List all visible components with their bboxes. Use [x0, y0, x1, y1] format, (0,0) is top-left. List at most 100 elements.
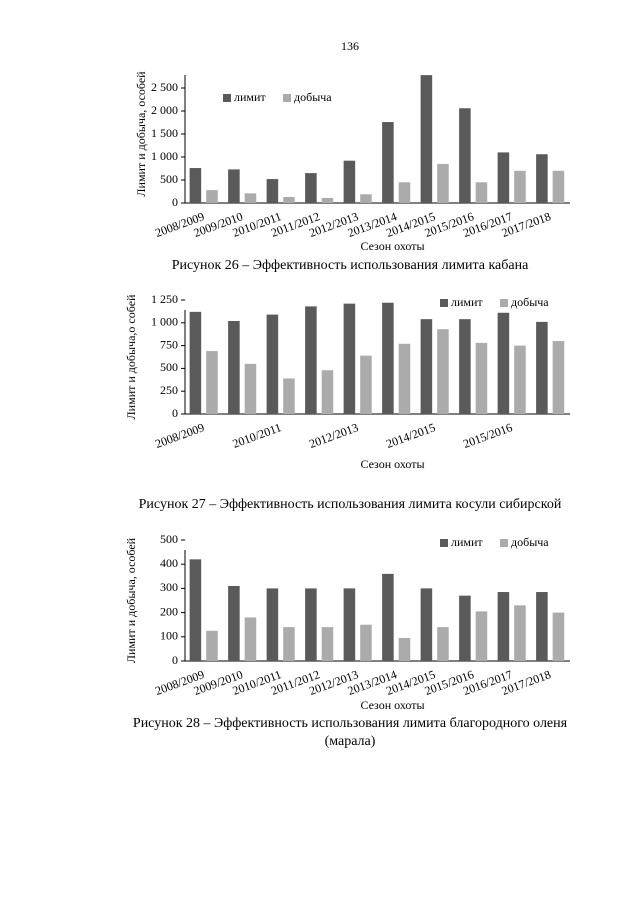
- y-tick-label: 0: [172, 653, 178, 667]
- bar: [283, 197, 295, 203]
- y-tick-label: 300: [160, 580, 178, 594]
- legend-swatch: [500, 539, 508, 547]
- figure-caption: Рисунок 28 – Эффективность использования…: [133, 716, 568, 731]
- y-axis-label: Лимит и добыча, особей: [124, 537, 138, 663]
- bar: [514, 345, 526, 414]
- y-tick-label: 2 500: [151, 80, 178, 94]
- bar: [398, 638, 411, 661]
- figure-caption: Рисунок 27 – Эффективность использования…: [139, 497, 562, 512]
- legend-label: лимит: [234, 90, 266, 104]
- bar: [437, 627, 449, 661]
- legend-swatch: [440, 539, 448, 547]
- bar: [514, 605, 526, 661]
- bar: [244, 193, 257, 203]
- bar: [497, 592, 510, 661]
- bar: [206, 630, 218, 661]
- bar: [228, 320, 240, 414]
- bar: [552, 170, 565, 203]
- legend-label: добыча: [511, 535, 549, 549]
- figure-caption: (марала): [325, 734, 376, 749]
- bar: [266, 314, 279, 414]
- legend-label: добыча: [294, 90, 332, 104]
- bar: [360, 355, 372, 414]
- bar: [459, 319, 471, 414]
- bar: [497, 312, 510, 414]
- y-tick-label: 0: [172, 406, 178, 420]
- y-tick-label: 1 250: [151, 292, 178, 306]
- bar: [305, 173, 317, 203]
- bar: [382, 122, 394, 203]
- bar: [497, 152, 510, 203]
- y-tick-label: 1 000: [151, 315, 178, 329]
- bar: [321, 197, 334, 203]
- bar: [343, 303, 356, 414]
- bar: [244, 363, 257, 414]
- x-tick-label: 2014/2015: [384, 420, 437, 451]
- bar: [360, 194, 372, 203]
- bar: [321, 627, 334, 661]
- y-axis-label: Лимит и добыча,о собей: [124, 294, 138, 419]
- bar: [305, 588, 317, 661]
- y-tick-label: 250: [160, 383, 178, 397]
- x-axis-label: Сезон охоты: [360, 457, 424, 471]
- x-tick-label: 2015/2016: [461, 420, 514, 451]
- bar: [266, 179, 279, 203]
- bar: [360, 624, 372, 661]
- bar: [398, 182, 411, 203]
- bar: [189, 168, 202, 203]
- bar: [420, 588, 433, 661]
- legend-swatch: [440, 299, 448, 307]
- legend-label: лимит: [451, 535, 483, 549]
- bar: [475, 182, 488, 203]
- bar: [321, 370, 334, 414]
- y-tick-label: 0: [172, 195, 178, 209]
- bar: [283, 378, 295, 414]
- bar: [552, 612, 565, 661]
- bar: [552, 341, 565, 414]
- y-axis-label: Лимит и добыча, особей: [134, 71, 148, 197]
- x-tick-label: 2008/2009: [153, 420, 206, 451]
- y-tick-label: 1 500: [151, 126, 178, 140]
- bar: [228, 585, 240, 661]
- bar: [206, 190, 218, 203]
- bar: [420, 319, 433, 414]
- legend-label: лимит: [451, 295, 483, 309]
- bar: [382, 573, 394, 661]
- y-tick-label: 500: [160, 360, 178, 374]
- bar: [536, 592, 548, 661]
- figure-caption: Рисунок 26 – Эффективность использования…: [172, 258, 529, 273]
- bar: [475, 611, 488, 661]
- y-tick-label: 400: [160, 556, 178, 570]
- bar: [228, 169, 240, 203]
- page-number: 136: [341, 39, 359, 53]
- bar: [398, 343, 411, 414]
- bar: [420, 75, 433, 203]
- x-tick-label: 2010/2011: [231, 420, 284, 451]
- bar: [514, 170, 526, 203]
- legend-swatch: [223, 94, 231, 102]
- y-tick-label: 1 000: [151, 149, 178, 163]
- y-tick-label: 2 000: [151, 103, 178, 117]
- bar: [382, 302, 394, 414]
- legend-swatch: [283, 94, 291, 102]
- bar: [536, 321, 548, 414]
- y-tick-label: 100: [160, 629, 178, 643]
- legend-label: добыча: [511, 295, 549, 309]
- x-axis-label: Сезон охоты: [360, 698, 424, 712]
- bar: [475, 342, 488, 414]
- x-axis-label: Сезон охоты: [360, 239, 424, 253]
- bar: [459, 595, 471, 661]
- bar: [343, 160, 356, 203]
- bar: [437, 163, 449, 203]
- bar: [244, 617, 257, 661]
- bar: [189, 559, 202, 661]
- y-tick-label: 200: [160, 604, 178, 618]
- bar: [283, 627, 295, 661]
- bar: [536, 154, 548, 203]
- bar: [305, 306, 317, 414]
- bar: [459, 108, 471, 203]
- bar: [343, 588, 356, 661]
- y-tick-label: 750: [160, 337, 178, 351]
- y-tick-label: 500: [160, 172, 178, 186]
